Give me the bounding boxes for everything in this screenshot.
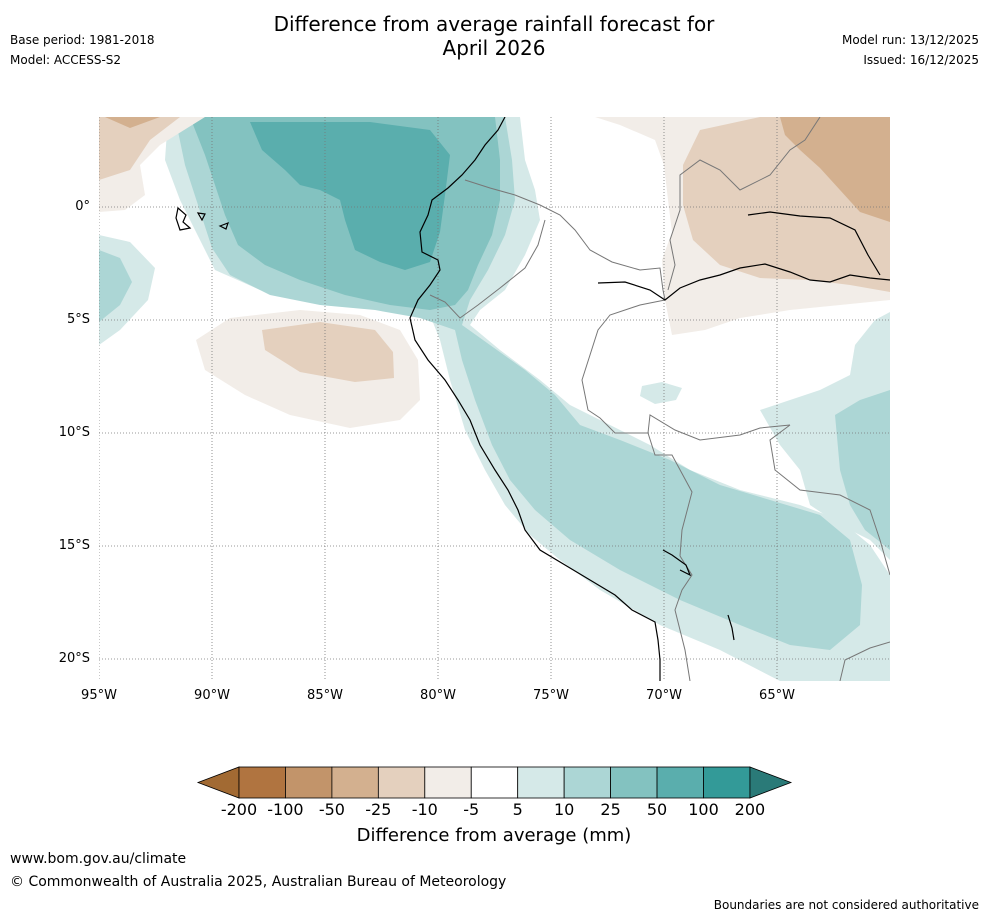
lon-label-95w: 95°W (81, 688, 117, 703)
lat-label-0: 0° (75, 199, 90, 214)
colorbar-tick--25: -25 (365, 800, 392, 819)
dry-ne-inner (780, 117, 890, 222)
colorbar-tick-10: 10 (553, 800, 575, 819)
model-run: Model run: 13/12/2025 (841, 33, 979, 47)
wet-50-100-region (250, 122, 450, 270)
colorbar-tick-100: 100 (688, 800, 719, 819)
colorbar-tick-50: 50 (646, 800, 668, 819)
colorbar-swatch-50-to-100 (656, 766, 704, 799)
meta-left: Base period: 1981-2018 Model: ACCESS-S2 (10, 30, 155, 70)
lat-label-5s: 5°S (66, 312, 90, 327)
title-line-1: Difference from average rainfall forecas… (273, 12, 715, 36)
lat-label-10s: 10°S (58, 425, 90, 440)
colorbar-tick--50: -50 (318, 800, 345, 819)
colorbar-tick--10: -10 (411, 800, 438, 819)
colorbar-tick-5: 5 (512, 800, 523, 819)
colorbar-swatch-5-to-10 (517, 766, 565, 799)
title-line-2: April 2026 (442, 36, 546, 60)
lon-label-75w: 75°W (533, 688, 569, 703)
country-boundaries (429, 117, 890, 681)
coastlines (175, 117, 890, 681)
colorbar-swatch--5-to-5 (470, 766, 519, 799)
colorbar-extend-low (196, 766, 240, 799)
colorbar-swatch--200-to--100 (238, 766, 286, 799)
colorbar-swatch--25-to--10 (377, 766, 426, 799)
colorbar-tick--100: -100 (267, 800, 304, 819)
colorbar-swatch-100-to-200 (703, 766, 751, 799)
colorbar-swatches (196, 766, 793, 799)
colorbar-tick--5: -5 (463, 800, 480, 819)
colorbar-extend-high (749, 766, 793, 799)
colorbar-tick--200: -200 (220, 800, 258, 819)
lat-label-20s: 20°S (58, 651, 90, 666)
footer-copyright: © Commonwealth of Australia 2025, Austra… (10, 874, 507, 890)
dry-sw-inner (262, 322, 394, 382)
lon-label-65w: 65°W (759, 688, 795, 703)
colorbar-tick-25: 25 (600, 800, 621, 819)
colorbar-swatch-10-to-25 (563, 766, 612, 799)
lon-label-85w: 85°W (307, 688, 343, 703)
dry-nw-inner (99, 117, 180, 180)
wet-east-inner (835, 390, 890, 550)
colorbar-swatch--100-to--50 (285, 766, 333, 799)
dry-nw-core (105, 117, 160, 128)
base-period: Base period: 1981-2018 (10, 33, 155, 47)
meta-right: Model run: 13/12/2025 Issued: 16/12/2025 (842, 30, 979, 70)
footer-url: www.bom.gov.au/climate (10, 851, 187, 867)
model-name: Model: ACCESS-S2 (10, 53, 122, 67)
colorbar-tick-200: 200 (734, 800, 766, 819)
issued-date: Issued: 16/12/2025 (863, 53, 979, 67)
lon-label-70w: 70°W (646, 688, 682, 703)
chart-title: Difference from average rainfall forecas… (0, 12, 988, 60)
lat-label-15s: 15°S (58, 538, 90, 553)
colorbar-swatch--50-to--25 (331, 766, 379, 799)
wet-west-inner (99, 250, 132, 322)
colorbar-swatch--10-to--5 (424, 766, 472, 799)
wet-small-patch (640, 382, 682, 404)
footer-disclaimer: Boundaries are not considered authoritat… (713, 898, 979, 912)
colorbar-swatch-25-to-50 (610, 766, 658, 799)
lon-label-80w: 80°W (420, 688, 456, 703)
lon-label-90w: 90°W (194, 688, 230, 703)
colorbar-label: Difference from average (mm) (356, 825, 632, 846)
